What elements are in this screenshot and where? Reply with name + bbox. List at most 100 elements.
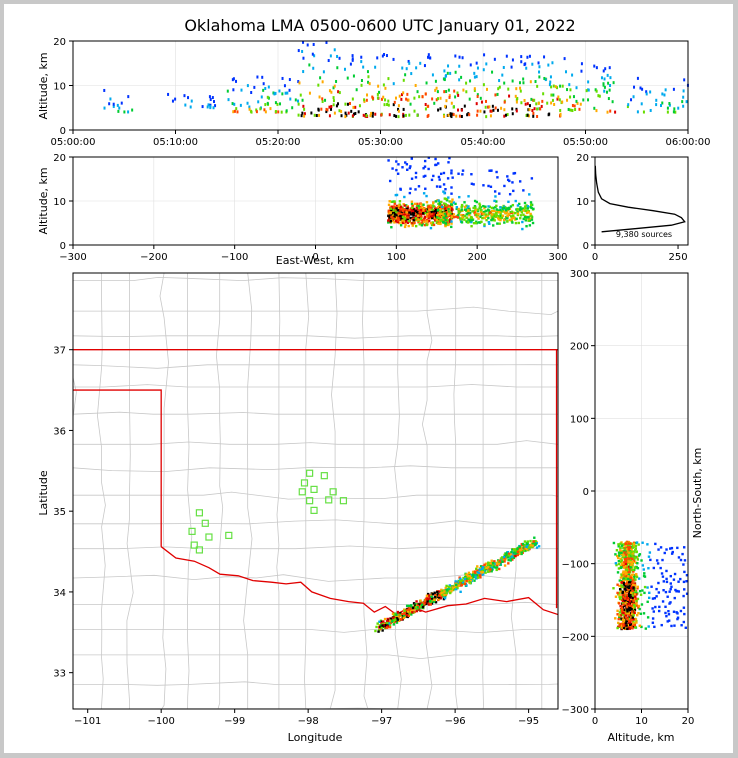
ns-height-source [665,548,668,551]
ew-height-source [440,205,444,209]
ew-height-source [461,216,464,219]
ns-height-source [662,580,665,583]
plan-view-source [383,622,386,625]
ns-height-source [623,619,626,623]
ew-height-source [438,185,442,188]
ns-height-source [672,610,676,613]
ew-height-source [393,213,397,216]
ew-height-source [525,224,528,228]
time-height-source [465,81,468,85]
time-height-source [343,67,346,71]
ns-height-source [644,627,648,630]
ew-height-source [532,207,535,211]
ew-height-source [475,220,478,223]
ew-height-source [395,168,398,172]
ns-height-source [677,590,681,593]
time-height-source [497,87,500,91]
plan-view-source [463,580,466,583]
plan-view-source [466,576,470,579]
ew-height-source [406,214,409,218]
ew-height-source [467,207,471,211]
ew-height-source [528,193,531,196]
ns-height-source [621,608,624,612]
ew-height-source [447,207,450,211]
panhandle-border [73,389,162,547]
ns-height-source [643,575,647,578]
plan-view-source [388,623,392,627]
plan-view-source [437,597,441,601]
ew-height-source [406,221,410,225]
time-height-source [594,88,597,92]
ew-height-source [471,210,474,213]
plan-view-source [474,575,477,578]
ns-height-source [621,574,624,577]
ew-height-source [434,210,437,213]
ew-height-source [473,205,477,208]
time-height-source [451,112,454,116]
time-height-source [526,55,529,59]
ns-height-source [685,580,688,583]
plan-view-source [481,573,485,576]
ew-height-source [426,212,429,216]
ns-height-source [621,593,624,596]
time-height-source [211,96,214,100]
time-height-xtick-label: 05:20:00 [256,137,301,148]
ew-height-source [434,208,438,212]
plan-view-axes [72,272,559,710]
time-height-source [285,109,288,113]
time-height-source [120,101,123,105]
ew-height-source [529,201,533,204]
county-line [73,306,558,316]
ew-height-source [408,211,411,214]
ew-height-source [397,212,401,215]
time-height-source [127,95,130,99]
figure-title: Oklahoma LMA 0500-0600 UTC January 01, 2… [184,16,575,35]
time-height-source [392,103,395,107]
ns-height-source [647,625,650,628]
time-height-source [289,97,292,101]
plan-view-source [470,574,473,577]
plan-view-source [521,546,524,550]
ns-height-source [660,623,663,627]
time-height-source [406,92,409,96]
ew-height-source [408,209,411,212]
ew-height-source [452,201,456,204]
plan-view-source [489,562,492,565]
ew-height-source [504,211,507,215]
time-height-source [544,78,547,82]
time-height-source [209,106,212,110]
plan-view-source [507,562,510,565]
time-height-ytick-label: 20 [53,37,66,48]
alt-histogram-ytick-label: 20 [576,153,589,164]
ew-height-source [458,195,461,199]
ew-height-source [396,209,399,212]
ew-height-source [509,205,513,208]
ns-height-source [627,593,631,596]
ns-height-source [632,625,635,629]
time-height-source [585,89,588,93]
time-height-source [523,98,526,102]
ns-height-source [632,620,635,624]
time-height-source [201,105,204,109]
ew-height-source [499,217,502,220]
ew-height-source [473,199,477,203]
source-count-annotation: 9,380 sources [616,230,672,239]
time-height-source [447,113,450,117]
time-height-source [328,89,331,93]
time-height-source [367,80,370,84]
county-line [243,273,253,709]
time-height-source [382,95,385,99]
ew-height-source [522,213,525,216]
time-height-source [446,71,449,75]
ns-height-source [662,588,665,592]
ew-height-source [422,207,426,210]
plan-view-source [526,540,530,543]
plan-view-source [396,618,399,621]
time-height-source [329,54,332,58]
time-height-source [415,66,418,70]
ew-height-source [415,205,419,209]
plan-view-source [403,609,406,613]
time-height-source [458,64,461,68]
ew-height-source [507,212,510,216]
ns-height-source [642,568,645,571]
